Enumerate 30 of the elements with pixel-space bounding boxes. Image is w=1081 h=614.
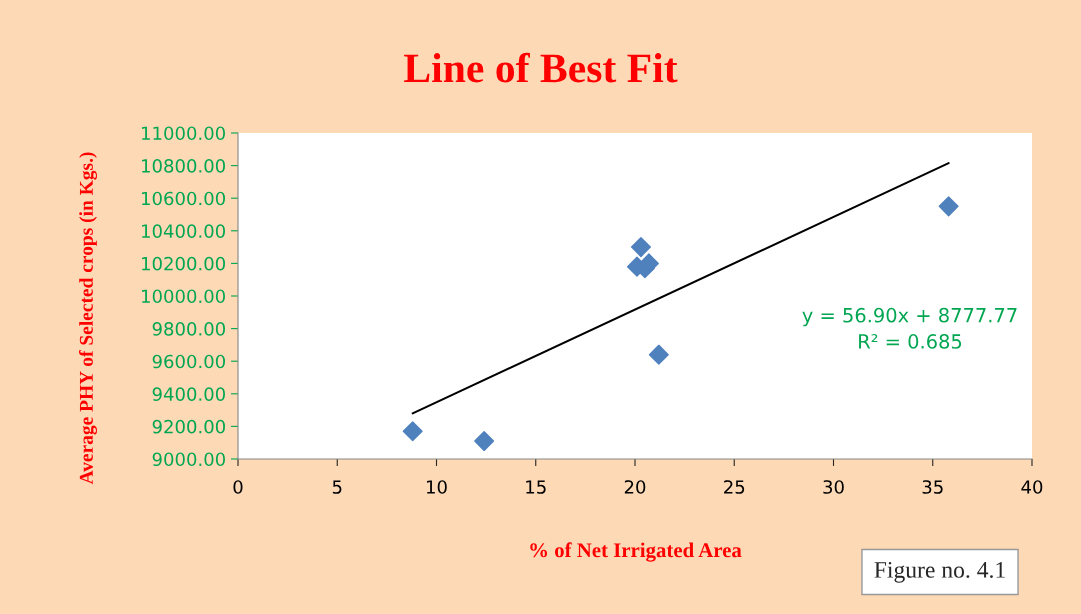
y-tick-label: 10800.00 (142, 159, 225, 173)
y-tick-label: 10400.00 (142, 224, 225, 238)
point (630, 237, 651, 258)
y-tick-label: 9800.00 (152, 322, 225, 336)
point (648, 344, 669, 365)
x-tick-label: 35 (922, 480, 943, 494)
x-tick-label: 25 (724, 480, 745, 494)
y-tick-label: 9200.00 (152, 419, 225, 434)
y-tick-label: 10200.00 (142, 256, 225, 271)
y-axis-title: Average PHY of Selected crops (in Kgs.) (79, 152, 97, 485)
point (402, 421, 423, 442)
y-tick-label: 9600.00 (152, 354, 225, 369)
annotation: y = 56.90x + 8777.77 R² = 0.685 (802, 307, 1017, 349)
x-tick-label: 40 (1021, 480, 1043, 494)
x-tick-label: 0 (233, 480, 243, 494)
x-tick-label: 15 (526, 480, 546, 494)
point (938, 196, 959, 217)
y-tick-label: 10600.00 (142, 191, 225, 206)
chart-title: Line of Best Fit (404, 52, 678, 83)
y-tick-label: 11000.00 (142, 126, 225, 141)
y-tick-label: 9400.00 (152, 387, 225, 401)
y-tick-label: 9000.00 (152, 452, 225, 467)
x-axis-title: % of Net Irrigated Area (530, 542, 742, 562)
x-tick-label: 10 (427, 480, 447, 494)
x-tick-label: 20 (624, 480, 646, 494)
text: Figure no. 4.1 (874, 561, 1005, 583)
x-tick-label: 5 (332, 480, 342, 494)
x-tick-label: 30 (823, 480, 844, 494)
point (474, 431, 495, 452)
y-tick-label: 10000.00 (142, 289, 225, 304)
